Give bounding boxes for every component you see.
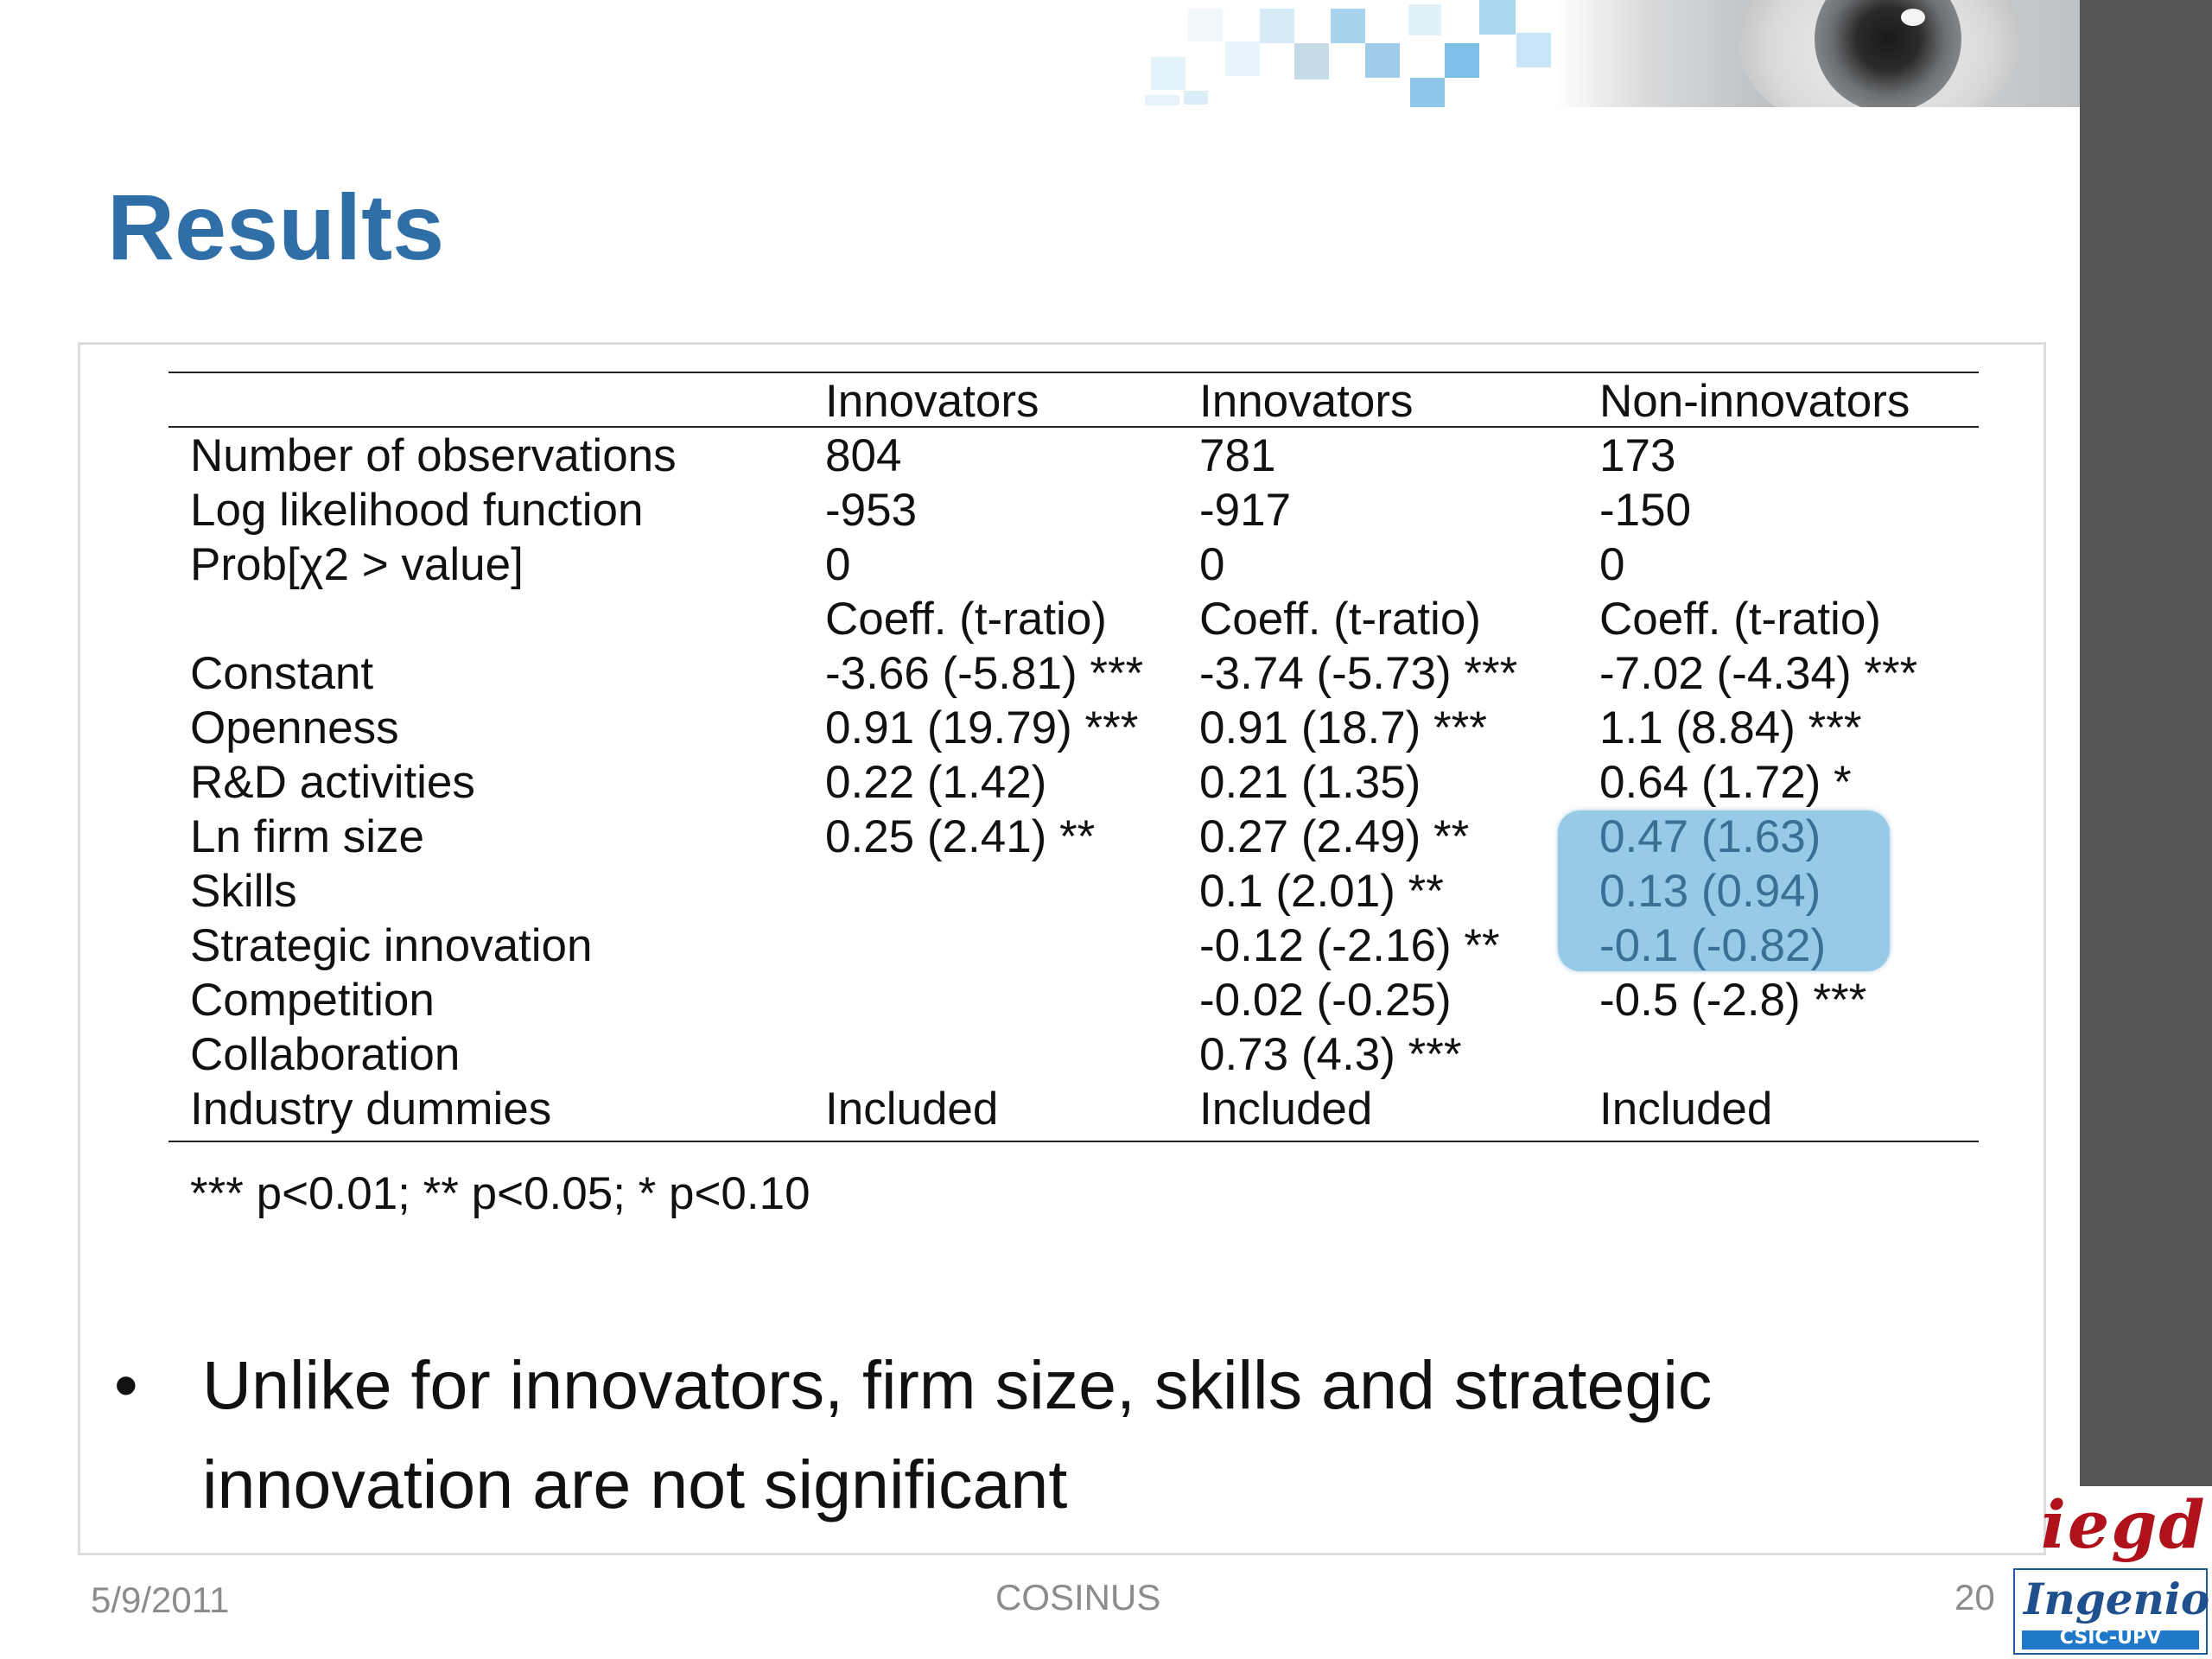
cell-non-innovators: 1.1 (8.84) *** [1599, 702, 1862, 753]
cell-non-innovators: Coeff. (t-ratio) [1599, 594, 1881, 645]
table-row: Number of observations 804 781 173 [168, 429, 1979, 483]
footer-date: 5/9/2011 [91, 1580, 230, 1620]
cell-innovators-2: 0.1 (2.01) ** [1199, 866, 1444, 917]
table-top-rule [168, 372, 1979, 373]
significance-footnote: *** p<0.01; ** p<0.05; * p<0.10 [190, 1168, 810, 1219]
slide-title: Results [107, 175, 445, 279]
row-label: Skills [190, 866, 297, 917]
row-label: Collaboration [190, 1029, 461, 1080]
row-label: Number of observations [190, 430, 677, 481]
cell-innovators-1: Coeff. (t-ratio) [825, 594, 1107, 645]
cell-innovators-1: 0.91 (19.79) *** [825, 702, 1139, 753]
row-label: Ln firm size [190, 811, 424, 862]
side-strip [2080, 0, 2212, 1486]
cell-innovators-2: Coeff. (t-ratio) [1199, 594, 1481, 645]
table-row: Ln firm size 0.25 (2.41) ** 0.27 (2.49) … [168, 810, 1979, 864]
cell-innovators-2: 0.73 (4.3) *** [1199, 1029, 1462, 1080]
table-row: Constant -3.66 (-5.81) *** -3.74 (-5.73)… [168, 646, 1979, 701]
cell-innovators-2: 781 [1199, 430, 1276, 481]
cell-innovators-1: -953 [825, 485, 918, 536]
row-label: Competition [190, 975, 435, 1026]
ingenio-logo-text: Ingenio [2024, 1573, 2210, 1624]
cell-innovators-2: 0.21 (1.35) [1199, 757, 1421, 808]
page-number: 20 [1955, 1577, 1995, 1618]
table-header-row: Innovators Innovators Non-innovators [168, 374, 1979, 429]
cell-non-innovators: -7.02 (-4.34) *** [1599, 648, 1918, 699]
cell-innovators-2: -917 [1199, 485, 1292, 536]
table-row: Prob[χ2 > value] 0 0 0 [168, 537, 1979, 592]
row-label: Constant [190, 648, 374, 699]
cell-innovators-1: -3.66 (-5.81) *** [825, 648, 1144, 699]
table-row: R&D activities 0.22 (1.42) 0.21 (1.35) 0… [168, 755, 1979, 810]
iegd-logo: iegd [2041, 1491, 2205, 1560]
cell-innovators-2: Included [1199, 1084, 1373, 1135]
cell-innovators-1: 0.25 (2.41) ** [825, 811, 1096, 862]
non-significant-highlight [1558, 810, 1890, 971]
row-label: Openness [190, 702, 399, 753]
table-bottom-rule [168, 1141, 1979, 1142]
cell-innovators-2: -3.74 (-5.73) *** [1199, 648, 1518, 699]
cell-non-innovators-highlighted: 0.13 (0.94) [1599, 866, 1821, 917]
table-row: Openness 0.91 (19.79) *** 0.91 (18.7) **… [168, 701, 1979, 755]
header-cell-innovators-1: Innovators [825, 376, 1039, 427]
table-row: Collaboration 0.73 (4.3) *** [168, 1027, 1979, 1082]
cell-non-innovators: 0.64 (1.72) * [1599, 757, 1852, 808]
ingenio-logo-bar: CSIC-UPV [2022, 1627, 2199, 1649]
cell-non-innovators: -0.5 (-2.8) *** [1599, 975, 1867, 1026]
iegd-logo-text: iegd [2041, 1486, 2207, 1563]
table-row: Coeff. (t-ratio) Coeff. (t-ratio) Coeff.… [168, 592, 1979, 646]
cell-innovators-1: 0.22 (1.42) [825, 757, 1047, 808]
ingenio-logo: Ingenio CSIC-UPV [2013, 1568, 2210, 1655]
cell-innovators-2: 0.27 (2.49) ** [1199, 811, 1470, 862]
cell-non-innovators: 173 [1599, 430, 1676, 481]
cell-innovators-2: -0.02 (-0.25) [1199, 975, 1452, 1026]
ingenio-logo-subtitle: CSIC-UPV [2059, 1627, 2162, 1649]
table-row: Skills 0.1 (2.01) ** 0.13 (0.94) [168, 864, 1979, 918]
cell-non-innovators: -150 [1599, 485, 1692, 536]
header-banner [1071, 0, 2080, 107]
header-cell-non-innovators: Non-innovators [1599, 376, 1910, 427]
table-row: Strategic innovation -0.12 (-2.16) ** -0… [168, 918, 1979, 973]
header-cell-innovators-2: Innovators [1199, 376, 1414, 427]
row-label: Prob[χ2 > value] [190, 539, 524, 590]
bullet-icon: • [114, 1346, 138, 1423]
cell-innovators-1: 0 [825, 539, 851, 590]
footer-title: COSINUS [995, 1577, 1161, 1618]
table-row: Log likelihood function -953 -917 -150 [168, 483, 1979, 537]
row-label: Log likelihood function [190, 485, 644, 536]
table-header-rule [168, 426, 1979, 428]
row-label: Strategic innovation [190, 920, 593, 971]
cell-innovators-2: 0.91 (18.7) *** [1199, 702, 1487, 753]
cell-non-innovators-highlighted: 0.47 (1.63) [1599, 811, 1821, 862]
content-frame [78, 342, 2046, 1555]
row-label: R&D activities [190, 757, 475, 808]
cell-innovators-2: -0.12 (-2.16) ** [1199, 920, 1500, 971]
cell-innovators-1: Included [825, 1084, 999, 1135]
cell-non-innovators: 0 [1599, 539, 1625, 590]
eye-image [1555, 0, 2080, 107]
cell-innovators-2: 0 [1199, 539, 1225, 590]
table-row: Industry dummies Included Included Inclu… [168, 1082, 1979, 1136]
table-row: Competition -0.02 (-0.25) -0.5 (-2.8) **… [168, 973, 1979, 1027]
bullet-text: Unlike for innovators, firm size, skills… [202, 1346, 1713, 1522]
cell-innovators-1: 804 [825, 430, 902, 481]
cell-non-innovators: Included [1599, 1084, 1773, 1135]
row-label: Industry dummies [190, 1084, 552, 1135]
cell-non-innovators-highlighted: -0.1 (-0.82) [1599, 920, 1827, 971]
